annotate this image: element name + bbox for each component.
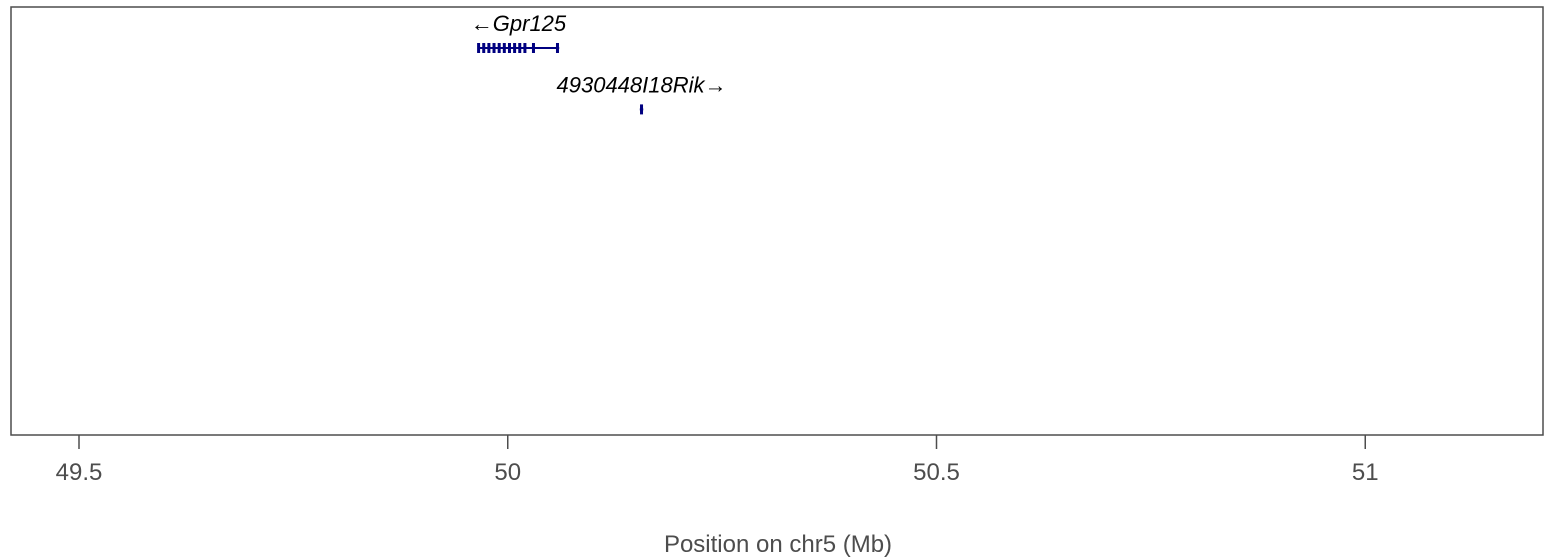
gene-4930448i18rik: 4930448I18Rik→ — [557, 72, 727, 115]
gene-exon — [640, 104, 644, 115]
genes-layer: ←Gpr125←Ppargc1a←Mir6417←Lgi24930448I18R… — [471, 11, 727, 115]
gene-exon — [477, 43, 481, 53]
gene-exon — [487, 43, 491, 53]
gene-exon — [523, 43, 527, 53]
gene-exon — [482, 43, 486, 53]
x-tick-label: 49.5 — [56, 459, 103, 486]
gene-label: ←Gpr125 — [471, 11, 567, 36]
gene-exon — [492, 43, 496, 53]
gene-exon — [497, 43, 501, 53]
gene-exon — [513, 43, 517, 53]
gene-exon — [502, 43, 506, 53]
x-axis-title: Position on chr5 (Mb) — [664, 531, 892, 558]
gene-gpr125: ←Gpr125 — [471, 11, 567, 53]
x-tick-label: 50 — [494, 459, 521, 486]
gene-label: 4930448I18Rik→ — [557, 72, 727, 97]
gene-exon — [507, 43, 511, 53]
gene-exon — [555, 43, 559, 53]
x-tick-label: 50.5 — [913, 459, 960, 486]
plot-frame — [10, 6, 1544, 436]
x-tick-label: 51 — [1352, 459, 1379, 486]
gene-exon — [531, 43, 535, 53]
gene-exon — [518, 43, 522, 53]
